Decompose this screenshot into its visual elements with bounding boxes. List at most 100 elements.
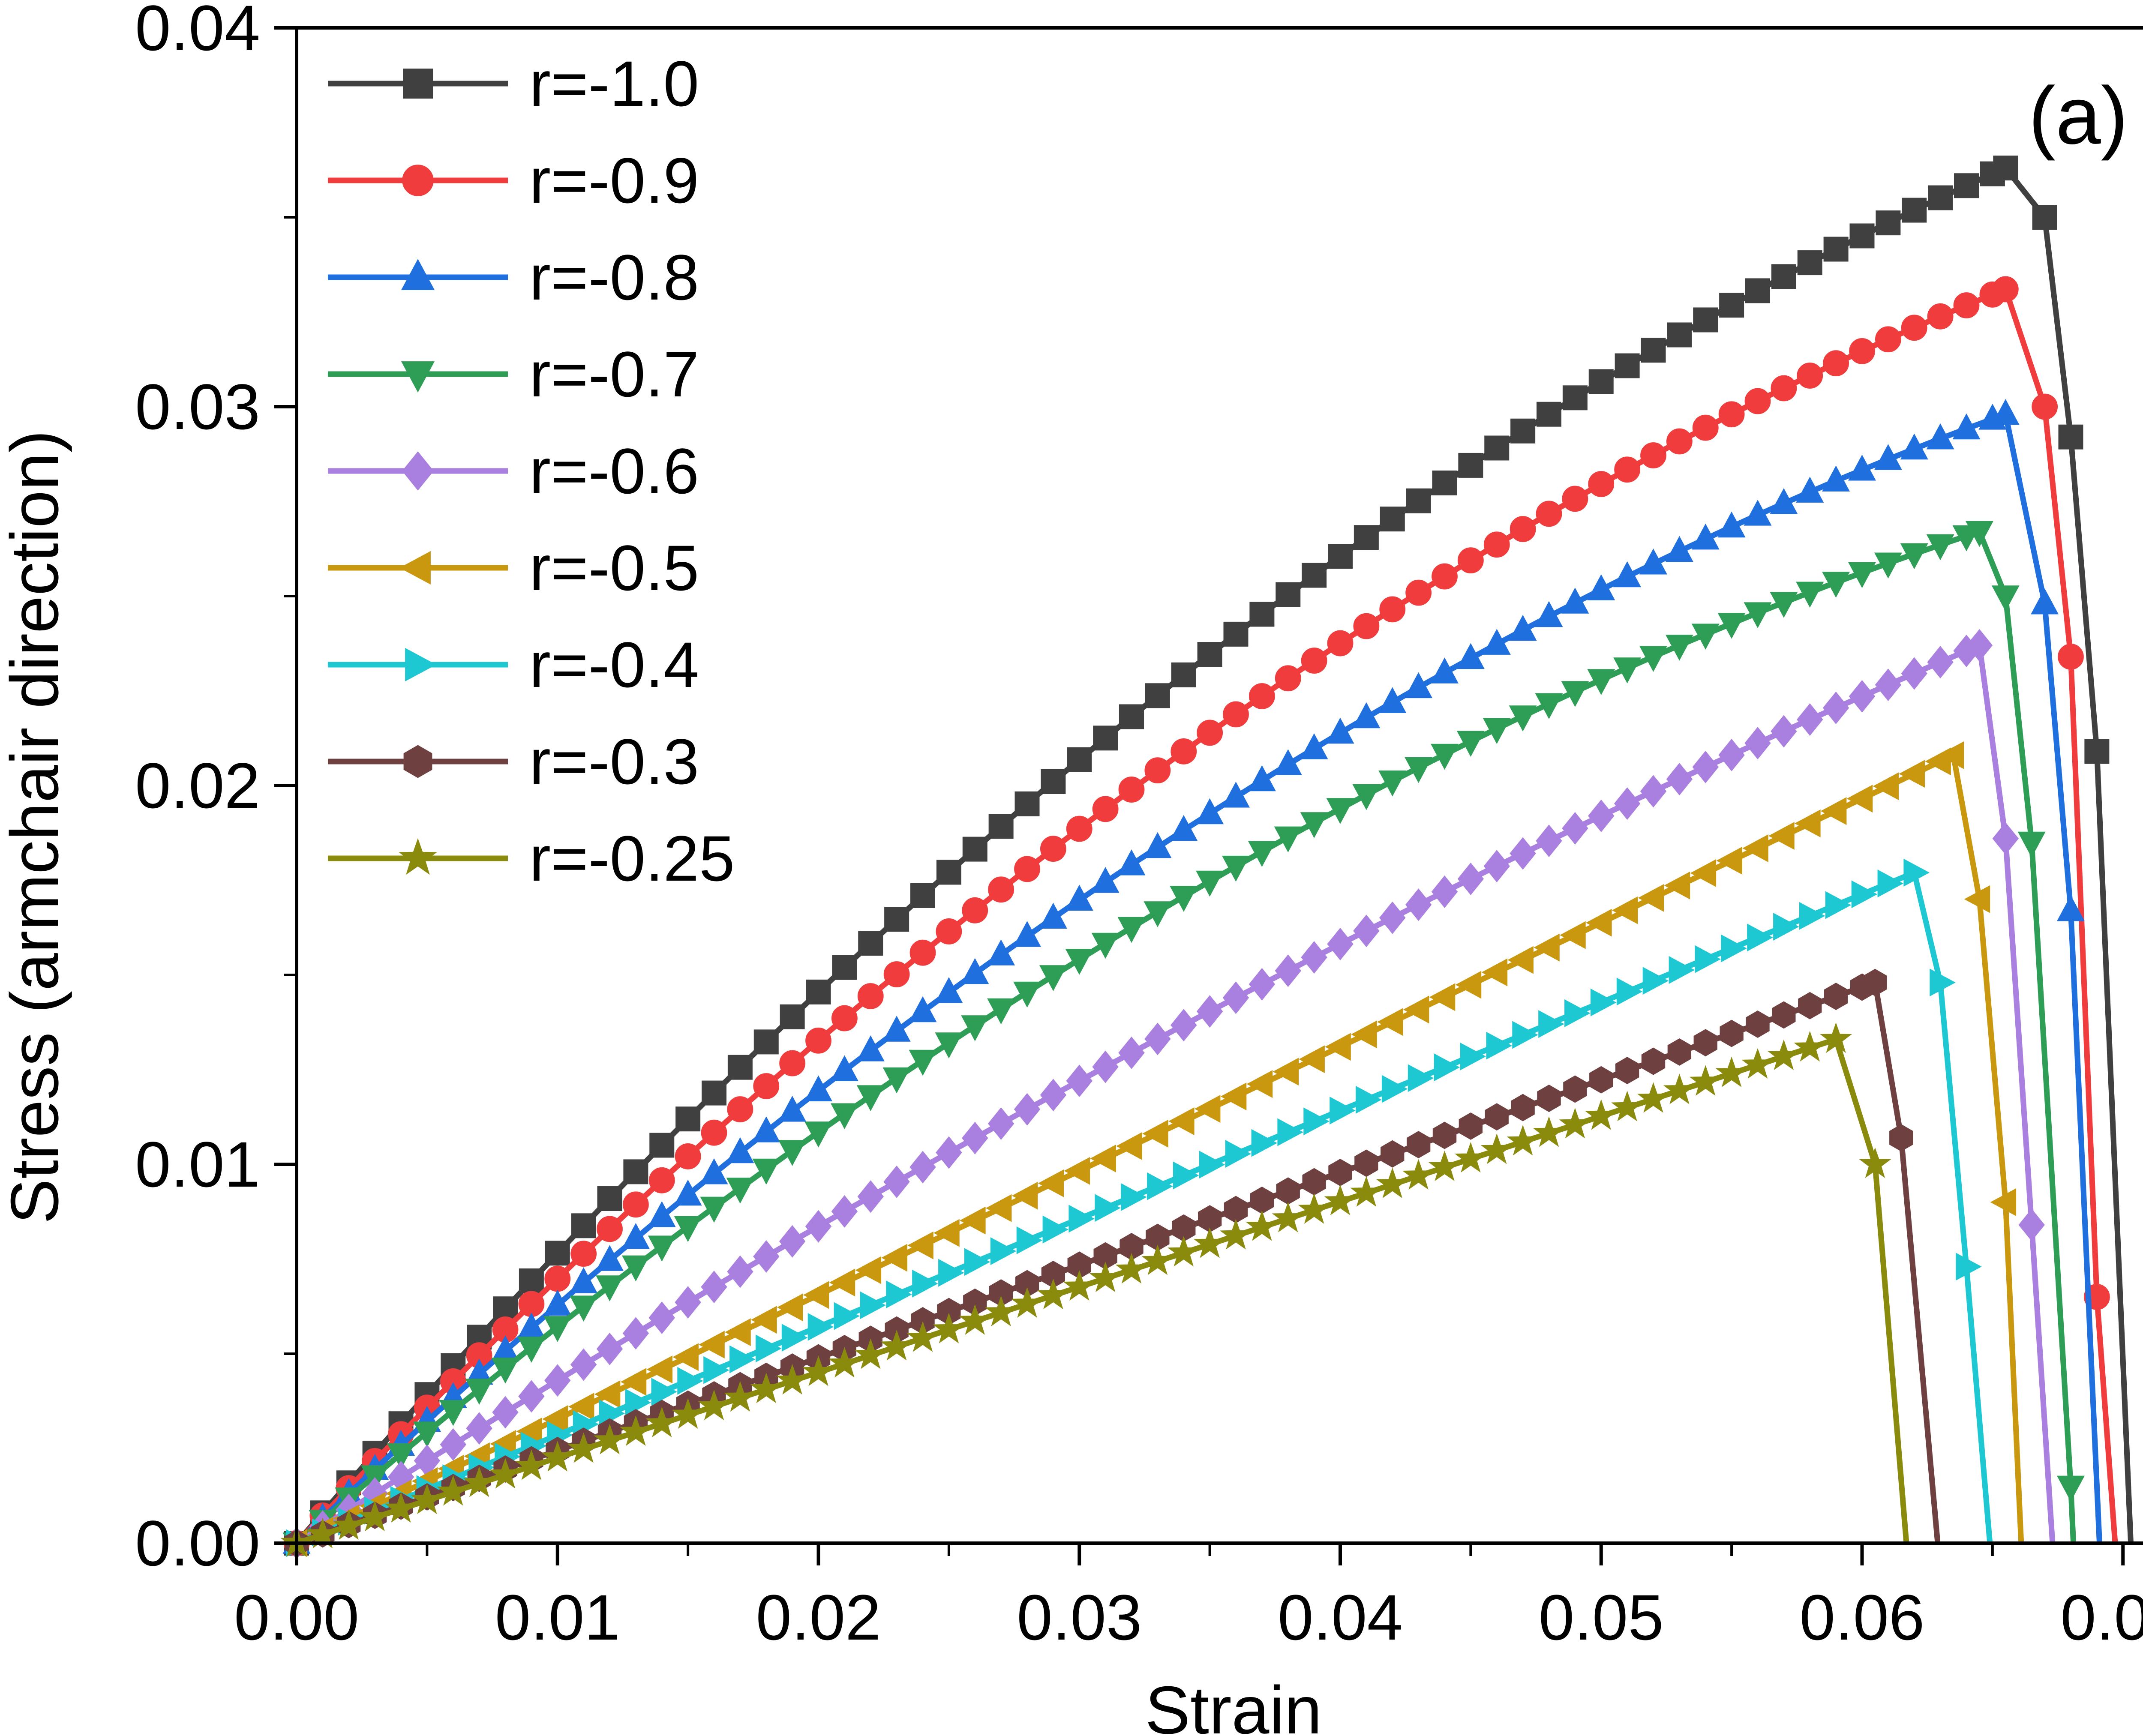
data-point-r=-0.9-68 xyxy=(2058,644,2084,670)
data-point-r=-0.25-23 xyxy=(880,1330,913,1361)
data-point-r=-1.0-61 xyxy=(1876,210,1901,236)
data-point-r=-1.0-53 xyxy=(1667,322,1692,348)
data-point-r=-0.6-14 xyxy=(648,1301,675,1334)
data-point-r=-0.7-33 xyxy=(1144,901,1172,927)
data-point-r=-0.25-39 xyxy=(1298,1193,1330,1224)
data-point-r=-0.8-37 xyxy=(1248,765,1276,792)
data-point-r=-0.5-27 xyxy=(985,1194,1012,1222)
data-point-r=-0.9-59 xyxy=(1823,350,1849,377)
data-point-r=-0.4-36 xyxy=(1225,1140,1252,1168)
data-point-r=-0.6-30 xyxy=(1066,1064,1093,1097)
data-point-r=-1.0-59 xyxy=(1823,237,1849,262)
legend-label: r=-0.7 xyxy=(529,338,699,410)
data-point-r=-0.9-28 xyxy=(1014,856,1040,882)
data-point-r=-0.5-37 xyxy=(1246,1070,1273,1098)
data-point-r=-1.0-68 xyxy=(2058,424,2083,450)
data-point-r=-0.7-19 xyxy=(778,1140,807,1166)
data-point-r=-0.25-1 xyxy=(306,1517,339,1548)
data-point-r=-0.8-23 xyxy=(882,1016,911,1042)
data-point-r=-0.8-28 xyxy=(1013,921,1041,947)
legend-label: r=-0.9 xyxy=(529,144,699,216)
data-point-r=-0.9-20 xyxy=(805,1027,831,1054)
data-point-r=-0.4-56 xyxy=(1747,923,1773,952)
data-point-r=-0.8-42 xyxy=(1378,687,1407,713)
data-point-r=-0.8-25 xyxy=(935,977,963,1003)
data-point-r=-0.4-63 xyxy=(1930,968,1956,997)
data-point-r=-0.4-34 xyxy=(1173,1161,1199,1190)
data-point-r=-0.9-14 xyxy=(648,1167,675,1193)
data-point-r=-0.6-16 xyxy=(701,1271,727,1304)
data-point-r=-0.9-15 xyxy=(675,1143,701,1169)
data-point-r=-0.5-54 xyxy=(1690,859,1717,887)
data-point-r=-0.8-38 xyxy=(1274,749,1302,775)
data-point-r=-1.0-39 xyxy=(1302,563,1327,588)
data-point-r=-0.4-52 xyxy=(1642,967,1669,995)
data-point-r=-0.25-50 xyxy=(1585,1099,1618,1130)
data-point-r=-0.25-13 xyxy=(619,1415,652,1446)
data-point-r=-0.9-24 xyxy=(909,939,936,966)
data-point-r=-0.9-40 xyxy=(1327,630,1354,657)
data-point-r=-0.4-33 xyxy=(1147,1172,1173,1200)
data-point-r=-0.8-35 xyxy=(1196,798,1224,825)
data-point-r=-0.8-55 xyxy=(1717,511,1746,538)
legend-item-r=-0.7: r=-0.7 xyxy=(328,338,699,410)
data-point-r=-0.5-12 xyxy=(594,1380,621,1408)
data-point-r=-1.0-34 xyxy=(1171,662,1196,687)
data-point-r=-0.3-50 xyxy=(1589,1066,1613,1094)
data-point-r=-0.9-66 xyxy=(1992,276,2019,303)
data-point-r=-0.5-25 xyxy=(933,1219,960,1247)
data-point-r=-0.4-46 xyxy=(1486,1031,1513,1060)
data-point-r=-0.4-42 xyxy=(1381,1075,1408,1103)
data-point-r=-0.8-58 xyxy=(1796,477,1824,503)
data-point-r=-0.25-35 xyxy=(1194,1227,1226,1258)
data-point-r=-0.6-40 xyxy=(1327,928,1354,960)
data-point-r=-1.0-33 xyxy=(1145,683,1170,708)
data-point-r=-0.7-38 xyxy=(1274,826,1302,853)
data-point-r=-0.4-40 xyxy=(1330,1097,1356,1124)
data-point-r=-1.0-31 xyxy=(1093,726,1118,751)
data-point-r=-0.7-39 xyxy=(1300,812,1328,838)
data-point-r=-0.9-17 xyxy=(727,1096,753,1122)
data-point-r=-0.5-46 xyxy=(1481,958,1508,986)
data-point-r=-0.6-24 xyxy=(909,1151,936,1184)
data-point-r=-0.8-12 xyxy=(596,1245,624,1271)
data-point-r=-0.8-50 xyxy=(1587,574,1615,600)
data-point-r=-0.3-49 xyxy=(1563,1075,1587,1103)
legend-label: r=-0.25 xyxy=(529,822,735,894)
data-point-r=-0.7-44 xyxy=(1431,744,1459,770)
data-point-r=-0.7-18 xyxy=(752,1158,780,1185)
data-point-r=-1.0-17 xyxy=(727,1055,753,1080)
data-point-r=-0.5-66 xyxy=(1990,1188,2017,1216)
data-point-r=-0.8-62 xyxy=(1900,433,1928,460)
data-point-r=-0.4-47 xyxy=(1512,1021,1538,1049)
legend-label: r=-0.5 xyxy=(529,532,699,604)
data-point-r=-0.6-51 xyxy=(1614,787,1641,820)
data-point-r=-0.25-47 xyxy=(1507,1124,1539,1156)
legend-label: r=-1.0 xyxy=(529,48,699,120)
data-point-r=-0.25-33 xyxy=(1141,1244,1174,1275)
data-point-r=-0.4-24 xyxy=(912,1269,938,1298)
data-point-r=-0.3-52 xyxy=(1641,1047,1666,1075)
data-point-r=-0.7-56 xyxy=(1744,602,1772,628)
data-point-r=-0.25-31 xyxy=(1089,1261,1122,1292)
legend-label: r=-0.3 xyxy=(529,726,699,798)
data-point-r=-0.6-46 xyxy=(1483,850,1510,883)
data-point-r=-0.4-49 xyxy=(1564,999,1591,1027)
legend-item-r=-0.5: r=-0.5 xyxy=(328,532,699,604)
data-point-r=-0.3-58 xyxy=(1798,992,1822,1019)
data-point-r=-0.8-52 xyxy=(1639,548,1667,575)
data-point-r=-0.8-60 xyxy=(1848,454,1876,481)
data-point-r=-0.25-6 xyxy=(437,1475,469,1506)
data-point-r=-0.7-35 xyxy=(1196,870,1224,897)
data-point-r=-0.7-67 xyxy=(2017,831,2046,858)
legend-item-r=-0.9: r=-0.9 xyxy=(328,144,699,216)
data-point-r=-0.6-49 xyxy=(1562,812,1588,845)
data-point-r=-0.9-21 xyxy=(831,1005,858,1031)
data-point-r=-1.0-47 xyxy=(1510,418,1536,444)
data-point-r=-0.9-10 xyxy=(544,1265,571,1292)
data-point-r=-0.25-3 xyxy=(359,1500,391,1532)
data-point-r=-0.4-39 xyxy=(1303,1107,1330,1136)
data-point-r=-0.9-12 xyxy=(597,1216,623,1242)
data-point-r=-0.7-34 xyxy=(1170,886,1198,912)
